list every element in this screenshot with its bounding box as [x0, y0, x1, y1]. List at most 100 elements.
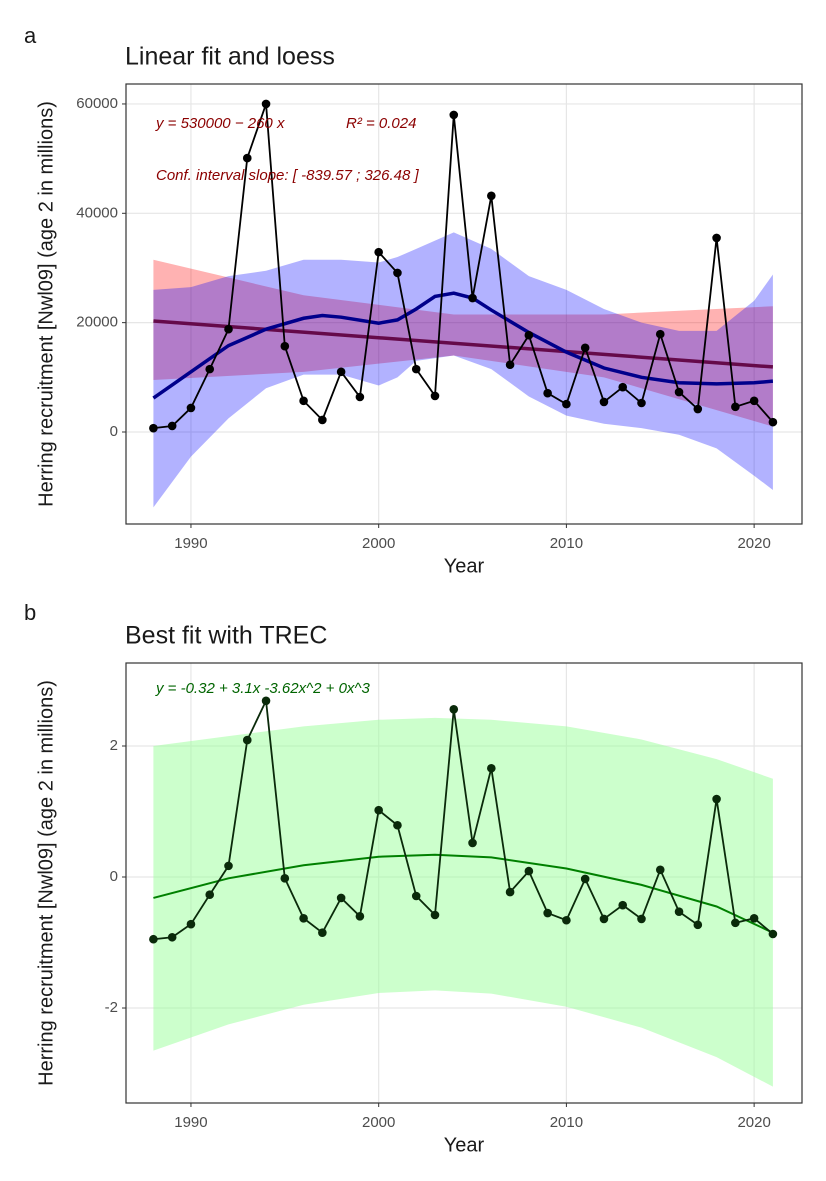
data-point: [524, 330, 534, 340]
x-tick-label: 2020: [737, 535, 770, 552]
data-point: [393, 268, 402, 278]
x-tick-label: 1990: [174, 535, 207, 552]
data-point: [355, 392, 365, 402]
x-tick-label: 2000: [362, 1114, 395, 1131]
data-point: [505, 360, 515, 370]
y-tick-label: 40000: [76, 204, 118, 221]
data-point: [449, 705, 459, 714]
data-point: [655, 865, 665, 875]
fit-line: [152, 291, 774, 400]
data-point: [618, 382, 628, 392]
data-point: [731, 918, 740, 928]
x-tick-label: 2010: [550, 1114, 583, 1131]
data-point: [637, 914, 646, 924]
fit-line: [153, 319, 774, 369]
data-point: [768, 929, 778, 939]
data-point: [674, 907, 684, 917]
data-point: [580, 874, 590, 884]
data-point: [505, 887, 515, 897]
data-point: [318, 928, 327, 937]
data-point: [449, 110, 459, 120]
data-point: [149, 934, 158, 944]
data-point: [562, 399, 571, 409]
chart-title: Best fit with TREC: [125, 622, 327, 650]
data-point: [637, 398, 646, 408]
data-point: [712, 794, 721, 804]
data-point: [487, 763, 496, 773]
x-tick-label: 1990: [174, 1114, 207, 1131]
data-point: [674, 387, 684, 397]
data-point: [186, 919, 196, 929]
data-point: [205, 364, 215, 374]
y-tick-label: 60000: [76, 95, 118, 112]
data-point: [299, 396, 308, 406]
y-tick-label: 0: [110, 868, 118, 885]
annotation: y = -0.32 + 3.1x -3.62x^2 + 0x^3: [155, 680, 370, 697]
data-point: [224, 861, 233, 871]
data-point: [487, 191, 496, 201]
data-point: [468, 838, 477, 848]
data-point: [374, 247, 383, 257]
data-point: [167, 932, 177, 942]
x-tick-label: 2010: [550, 535, 583, 552]
data-point: [224, 324, 233, 334]
data-point: [186, 403, 196, 413]
annotation: R² = 0.024: [346, 115, 416, 132]
data-point: [712, 233, 721, 243]
panel-label: a: [24, 23, 37, 48]
annotation: Conf. interval slope: [ -839.57 ; 326.48…: [156, 167, 419, 184]
annotation: y = 530000 − 260 x: [155, 115, 285, 132]
plot-border: [125, 662, 803, 1104]
y-axis-label: Herring recruitment [Nwl09] (age 2 in mi…: [35, 101, 57, 507]
data-point: [280, 341, 290, 351]
data-point: [411, 891, 421, 901]
data-point: [562, 915, 571, 925]
data-point: [599, 397, 609, 407]
data-point: [599, 914, 609, 924]
y-axis-label: Herring recruitment [Nwl09] (age 2 in mi…: [35, 680, 57, 1086]
y-tick-label: 2: [110, 737, 118, 754]
x-tick-label: 2020: [737, 1114, 770, 1131]
data-point: [336, 367, 346, 377]
data-point: [655, 329, 665, 339]
data-point: [618, 900, 628, 910]
data-point: [299, 913, 308, 923]
data-point: [242, 735, 252, 745]
data-point: [543, 908, 552, 918]
data-line: [153, 697, 774, 941]
plot-background: [126, 84, 802, 524]
data-point: [430, 910, 440, 920]
data-point: [205, 890, 215, 899]
data-point: [280, 874, 290, 883]
data-point: [524, 866, 534, 876]
confidence-band: [153, 232, 773, 508]
data-point: [374, 805, 383, 815]
data-point: [261, 696, 271, 706]
x-axis-label: Year: [444, 555, 485, 577]
confidence-band: [153, 717, 773, 1087]
y-tick-label: 0: [110, 423, 118, 440]
data-point: [167, 421, 177, 431]
plot-border: [125, 83, 803, 525]
x-axis-label: Year: [444, 1134, 485, 1156]
data-point: [749, 913, 759, 923]
data-point: [543, 388, 552, 398]
data-point: [731, 402, 740, 412]
data-point: [261, 99, 271, 109]
data-point: [355, 912, 365, 921]
fit-line: [153, 853, 774, 934]
data-point: [468, 293, 477, 303]
chart-title: Linear fit and loess: [125, 43, 335, 71]
data-line: [153, 103, 774, 430]
data-point: [411, 364, 421, 374]
data-point: [749, 396, 759, 406]
data-point: [580, 343, 590, 353]
panel-label: b: [24, 600, 36, 625]
data-point: [693, 920, 703, 930]
x-tick-label: 2000: [362, 535, 395, 552]
data-point: [768, 417, 778, 427]
data-point: [693, 404, 703, 414]
y-tick-label: 20000: [76, 314, 118, 331]
y-tick-label: -2: [105, 999, 118, 1016]
